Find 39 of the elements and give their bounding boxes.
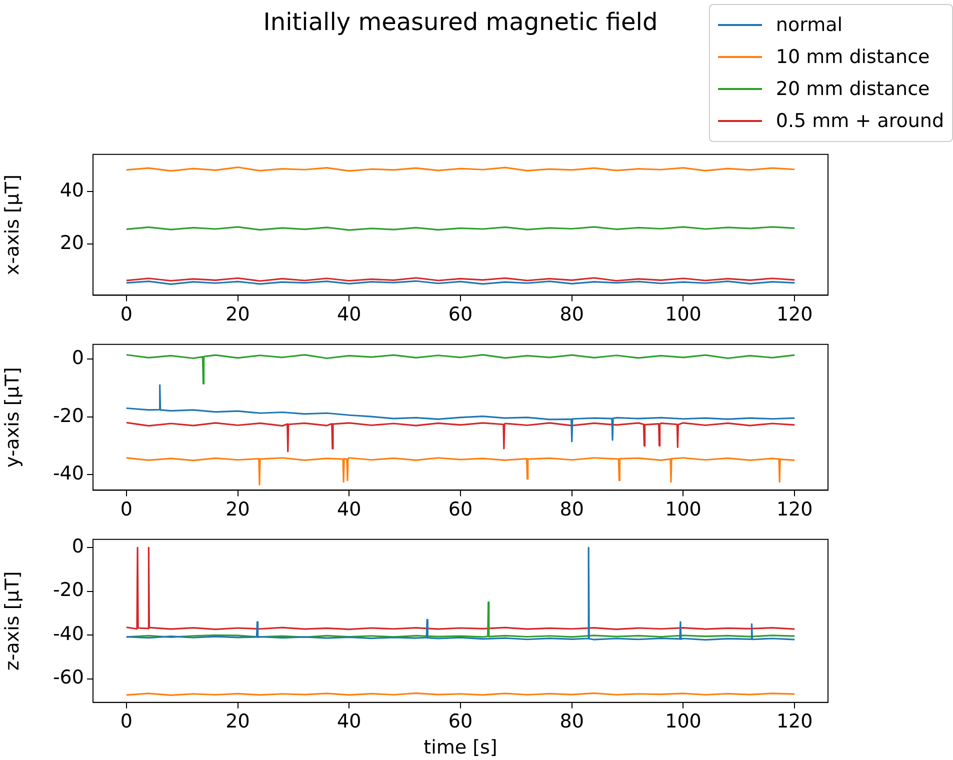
chart-title: Initially measured magnetic field: [263, 8, 658, 36]
y-tick-label: -40: [52, 462, 84, 485]
y-axis-title: y-axis [μT]: [1, 367, 24, 468]
x-tick-label: 0: [120, 304, 132, 326]
x-tick-label: 80: [560, 710, 584, 733]
x-axis-title: time [s]: [424, 736, 498, 759]
x-tick-label: 20: [226, 304, 250, 326]
legend-label: normal: [776, 14, 842, 36]
x-tick-label: 60: [448, 304, 473, 326]
x-tick-label: 100: [665, 710, 702, 733]
x-tick-label: 0: [120, 498, 132, 521]
x-tick-label: 40: [337, 710, 362, 733]
x-tick-label: 0: [120, 710, 132, 733]
y-axis-title: z-axis [μT]: [1, 571, 24, 671]
y-tick-label: 0: [72, 347, 84, 370]
x-tick-label: 20: [226, 498, 250, 521]
x-tick-label: 120: [776, 304, 813, 326]
y-tick-label: 20: [60, 232, 84, 254]
y-tick-label: -20: [52, 404, 84, 427]
x-tick-label: 60: [448, 710, 473, 733]
x-tick-label: 60: [448, 498, 473, 521]
x-tick-label: 100: [665, 498, 702, 521]
x-tick-label: 120: [776, 498, 813, 521]
x-tick-label: 120: [776, 710, 813, 733]
x-tick-label: 40: [337, 304, 362, 326]
y-tick-label: -40: [52, 622, 84, 645]
y-tick-label: 40: [60, 180, 84, 202]
x-tick-label: 20: [226, 710, 250, 733]
legend-label: 10 mm distance: [776, 46, 930, 68]
y-tick-label: -20: [52, 579, 84, 602]
y-tick-label: 0: [72, 535, 84, 558]
x-tick-label: 80: [560, 498, 584, 521]
x-tick-label: 40: [337, 498, 362, 521]
legend-label: 20 mm distance: [776, 78, 930, 100]
legend-label: 0.5 mm + around: [776, 110, 944, 132]
x-tick-label: 80: [560, 304, 584, 326]
y-axis-title: x-axis [μT]: [1, 174, 24, 276]
y-tick-label: -60: [52, 666, 84, 689]
x-tick-label: 100: [665, 304, 702, 326]
